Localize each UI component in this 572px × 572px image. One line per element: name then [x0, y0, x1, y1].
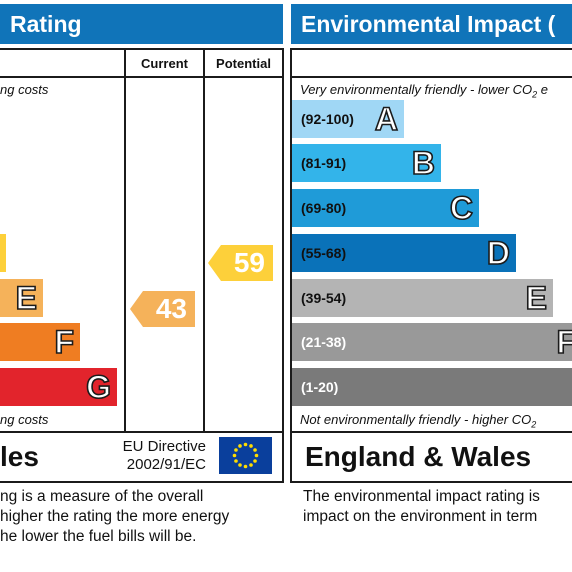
env-band-e-letter: E — [525, 279, 548, 317]
energy-header-divider — [0, 76, 282, 78]
env-band-e-range: (39-54) — [301, 290, 347, 306]
env-note-top: Very environmentally friendly - lower CO… — [300, 82, 549, 100]
energy-band-g-letter: G — [85, 368, 111, 406]
env-band-e: (39-54) E — [292, 279, 553, 317]
env-band-g-range: (1-20) — [301, 379, 339, 395]
energy-rating-header: Rating — [0, 4, 283, 44]
current-rating-value: 43 — [155, 293, 187, 324]
eu-directive-line1: EU Directive — [122, 438, 206, 455]
environmental-impact-chart — [290, 48, 572, 483]
env-band-f: (21-38) F — [292, 323, 572, 361]
energy-band-e-letter: E — [15, 279, 38, 317]
env-band-a-letter: A — [374, 100, 399, 138]
env-header-divider — [292, 76, 572, 78]
energy-band-e: E — [0, 279, 43, 317]
env-band-a-range: (92-100) — [301, 111, 354, 127]
energy-footer-region: les — [0, 441, 39, 472]
energy-rating-chart — [0, 48, 284, 483]
energy-band-f-letter: F — [54, 323, 75, 361]
env-description-line1: The environmental impact rating is — [303, 488, 540, 505]
env-band-f-letter: F — [556, 323, 572, 361]
energy-rating-title: Rating — [10, 11, 82, 37]
env-note-bottom: Not environmentally friendly - higher CO… — [300, 412, 537, 430]
current-column-header: Current — [141, 56, 188, 71]
eu-flag-star — [253, 448, 257, 452]
energy-description: ng is a measure of the overall higher th… — [0, 487, 229, 547]
env-band-c: (69-80) C — [292, 189, 479, 227]
eu-directive-text: EU Directive 2002/91/EC — [100, 438, 206, 474]
energy-description-line3: he lower the fuel bills will be. — [0, 528, 197, 545]
env-band-c-range: (69-80) — [301, 200, 347, 216]
eu-flag-star — [243, 442, 248, 447]
env-band-d: (55-68) D — [292, 234, 516, 272]
energy-potential-col-divider — [203, 50, 205, 431]
env-description: The environmental impact rating is impac… — [303, 487, 540, 527]
env-footer-region: England & Wales — [305, 441, 532, 472]
energy-note-top: ng costs — [0, 82, 49, 97]
eu-flag-icon — [219, 437, 272, 474]
eu-flag-star — [249, 463, 253, 467]
energy-band-d — [0, 234, 6, 272]
eu-flag-star — [254, 453, 259, 458]
env-description-line2: impact on the environment in term — [303, 508, 538, 525]
environmental-impact-title: Environmental Impact ( — [301, 11, 556, 37]
potential-rating-arrow: 59 — [208, 245, 273, 281]
energy-current-col-divider — [124, 50, 126, 431]
energy-description-line2: higher the rating the more energy — [0, 508, 230, 525]
energy-footer-divider — [0, 431, 282, 433]
potential-rating-value: 59 — [233, 247, 265, 278]
eu-directive-line2: 2002/91/EC — [126, 456, 206, 473]
env-band-a: (92-100) A — [292, 100, 404, 138]
energy-description-line1: ng is a measure of the overall — [0, 488, 204, 505]
env-band-b-range: (81-91) — [301, 155, 347, 171]
current-rating-arrow: 43 — [130, 291, 195, 327]
eu-flag-star — [253, 459, 257, 463]
environmental-impact-header: Environmental Impact ( — [291, 4, 572, 44]
env-band-c-letter: C — [449, 189, 474, 227]
eu-flag-star — [232, 453, 237, 458]
eu-flag-star — [234, 459, 238, 463]
env-band-b-letter: B — [411, 144, 436, 182]
env-band-f-range: (21-38) — [301, 334, 347, 350]
env-band-b: (81-91) B — [292, 144, 441, 182]
energy-band-g: G — [0, 368, 117, 406]
eu-flag-star — [238, 444, 242, 448]
env-band-g: (1-20) — [292, 368, 572, 406]
energy-band-f: F — [0, 323, 80, 361]
potential-column-header: Potential — [216, 56, 271, 71]
eu-flag-star — [249, 444, 253, 448]
env-footer-divider — [292, 431, 572, 433]
eu-flag-star — [238, 463, 242, 467]
env-band-d-letter: D — [486, 234, 511, 272]
eu-flag-star — [234, 448, 238, 452]
env-band-d-range: (55-68) — [301, 245, 347, 261]
eu-flag-star — [243, 464, 248, 469]
energy-note-bottom: ng costs — [0, 412, 49, 427]
